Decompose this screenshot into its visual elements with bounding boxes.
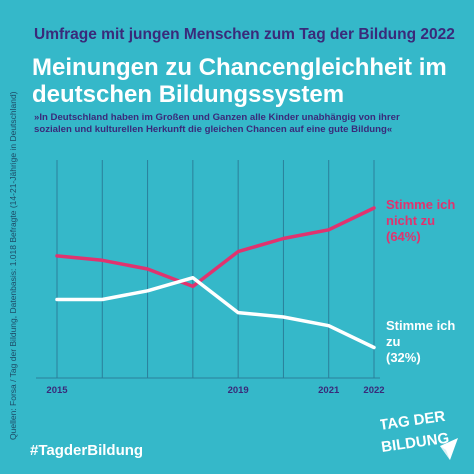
end-label-agree-2: (32%)	[386, 350, 421, 365]
survey-question: »In Deutschland haben im Großen und Ganz…	[34, 112, 400, 135]
series-line-agree	[55, 275, 376, 350]
end-label-disagree-1: nicht zu	[386, 213, 435, 228]
page-title: Meinungen zu Chancengleichheit im deutsc…	[32, 54, 447, 108]
x-tick-2019: 2019	[228, 385, 249, 396]
x-tick-2022: 2022	[363, 385, 384, 396]
paper-plane-icon: TAG DER BILDUNG	[378, 408, 458, 460]
kicker-subtitle: Umfrage mit jungen Menschen zum Tag der …	[34, 26, 455, 43]
end-label-disagree-2: (64%)	[386, 229, 421, 244]
logo-line2: BILDUNG	[380, 430, 450, 456]
series-line-disagree	[55, 206, 376, 289]
logo-line1: TAG DER	[380, 408, 446, 434]
end-label-agree-0: Stimme ich	[386, 318, 455, 333]
end-label-disagree-0: Stimme ich	[386, 197, 455, 212]
tag-der-bildung-logo: TAG DER BILDUNG	[378, 408, 460, 471]
x-tick-2021: 2021	[318, 385, 340, 396]
end-label-agree-1: zu	[386, 334, 401, 349]
x-tick-2015: 2015	[46, 385, 68, 396]
hashtag-link[interactable]: #TagderBildung	[30, 442, 144, 459]
